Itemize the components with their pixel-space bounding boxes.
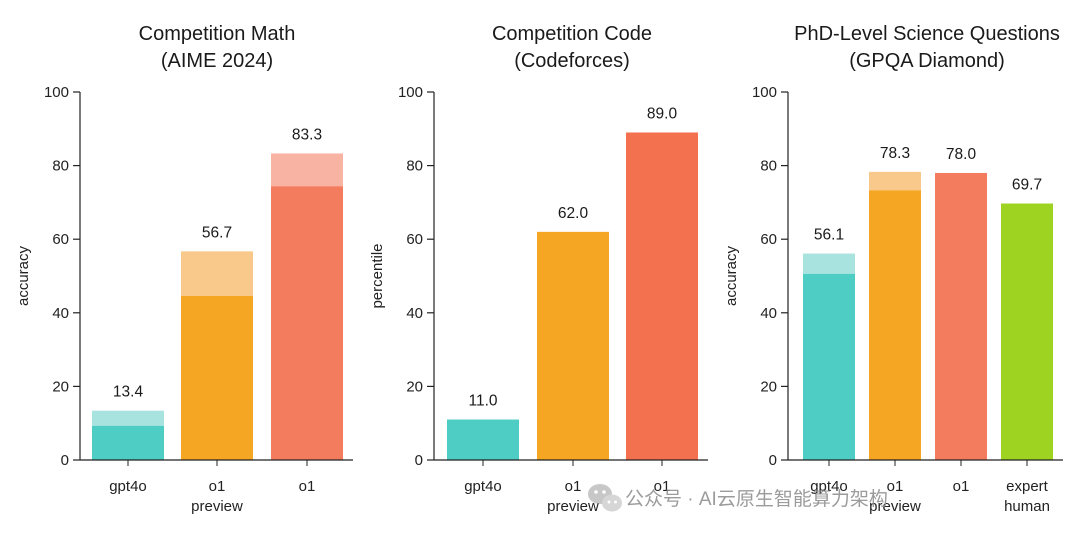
bar [1001, 203, 1053, 460]
bar-value-label: 78.3 [880, 145, 910, 162]
bar [181, 295, 253, 460]
y-tick-label: 40 [760, 305, 777, 322]
bar-value-label: 62.0 [558, 205, 589, 222]
y-axis-label: accuracy [15, 245, 32, 306]
x-tick-label: gpt4o [109, 478, 147, 495]
x-tick-label: preview [547, 498, 599, 515]
bar-value-label: 89.0 [647, 105, 678, 122]
y-tick-label: 100 [398, 84, 423, 101]
y-tick-label: 20 [760, 378, 777, 395]
bar [626, 132, 698, 461]
chart-panel-3: PhD-Level Science Questions (GPQA Diamond… [723, 23, 1063, 515]
chart-title-line: (Codeforces) [514, 50, 630, 72]
y-tick-label: 20 [406, 378, 423, 395]
bar-value-label: 13.4 [113, 384, 144, 401]
x-tick-label: o1 [953, 478, 970, 495]
x-tick-label: expert [1006, 478, 1049, 495]
y-tick-label: 60 [406, 231, 423, 248]
y-tick-label: 80 [52, 158, 69, 175]
y-axis-label: percentile [369, 243, 386, 308]
chart-panel-2: Competition Code (Codeforces) percentile 0 2… [369, 23, 708, 515]
x-tick-label: preview [869, 498, 921, 515]
y-tick-label: 20 [52, 378, 69, 395]
bar-value-label: 69.7 [1012, 177, 1042, 194]
x-tick-label: o1 [887, 478, 904, 495]
bar-light-segment [271, 153, 343, 187]
x-tick-label: o1 [565, 478, 582, 495]
bar [935, 172, 987, 460]
bar-light-segment [92, 410, 164, 426]
x-tick-label: gpt4o [464, 478, 502, 495]
chart-title-line: PhD-Level Science Questions [794, 23, 1060, 45]
y-tick-label: 0 [415, 452, 423, 469]
bar [869, 190, 921, 461]
bar-value-label: 78.0 [946, 146, 977, 163]
y-tick-label: 80 [760, 158, 777, 175]
wechat-icon-eye [614, 500, 617, 504]
wechat-icon-bubble-right [602, 494, 622, 512]
wechat-icon-eye [602, 490, 606, 494]
bar [803, 273, 855, 460]
bar-value-label: 11.0 [468, 393, 497, 410]
bar-light-segment [869, 171, 921, 191]
y-tick-label: 60 [760, 231, 777, 248]
bar-light-segment [181, 251, 253, 296]
x-tick-label: o1 [209, 478, 226, 495]
y-tick-label: 0 [61, 452, 69, 469]
y-tick-label: 80 [406, 158, 423, 175]
y-tick-label: 0 [769, 452, 777, 469]
bar [447, 419, 519, 460]
chart-title-line: (GPQA Diamond) [849, 50, 1005, 72]
watermark-text: 公众号 · AI云原生智能算力架构 [625, 488, 888, 510]
y-axis-label: accuracy [723, 245, 740, 306]
bar [271, 186, 343, 460]
chart-title-line: Competition Math [139, 23, 296, 45]
chart-title-line: Competition Code [492, 23, 652, 45]
chart-panel-1: Competition Math (AIME 2024) accuracy 0 20 40… [15, 23, 353, 515]
x-tick-label: human [1004, 498, 1050, 515]
wechat-icon-eye [607, 500, 611, 504]
x-tick-label: gpt4o [810, 478, 848, 495]
bar-value-label: 83.3 [292, 126, 322, 143]
chart-title-line: (AIME 2024) [161, 50, 273, 72]
y-tick-label: 40 [52, 305, 69, 322]
y-tick-label: 100 [752, 84, 777, 101]
wechat-icon [588, 484, 622, 512]
y-tick-label: 100 [44, 84, 69, 101]
bar-value-label: 56.1 [814, 227, 844, 244]
bar [92, 425, 164, 460]
x-tick-label: o1 [654, 478, 671, 495]
y-tick-label: 40 [406, 305, 423, 322]
x-tick-label: o1 [299, 478, 316, 495]
x-tick-label: preview [191, 498, 243, 515]
y-tick-label: 60 [52, 231, 69, 248]
bar [537, 231, 609, 460]
wechat-icon-eye [594, 490, 598, 494]
watermark: 公众号 · AI云原生智能算力架构 [588, 484, 888, 512]
bar-value-label: 56.7 [202, 224, 232, 241]
bar-light-segment [803, 253, 855, 274]
